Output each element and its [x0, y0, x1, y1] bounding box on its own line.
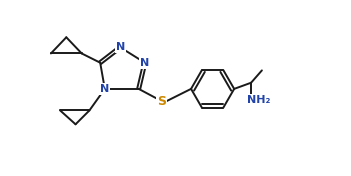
Text: S: S — [157, 95, 166, 108]
Text: N: N — [100, 84, 110, 94]
Text: N: N — [140, 58, 150, 68]
Text: N: N — [115, 42, 125, 52]
Text: NH₂: NH₂ — [247, 95, 271, 105]
